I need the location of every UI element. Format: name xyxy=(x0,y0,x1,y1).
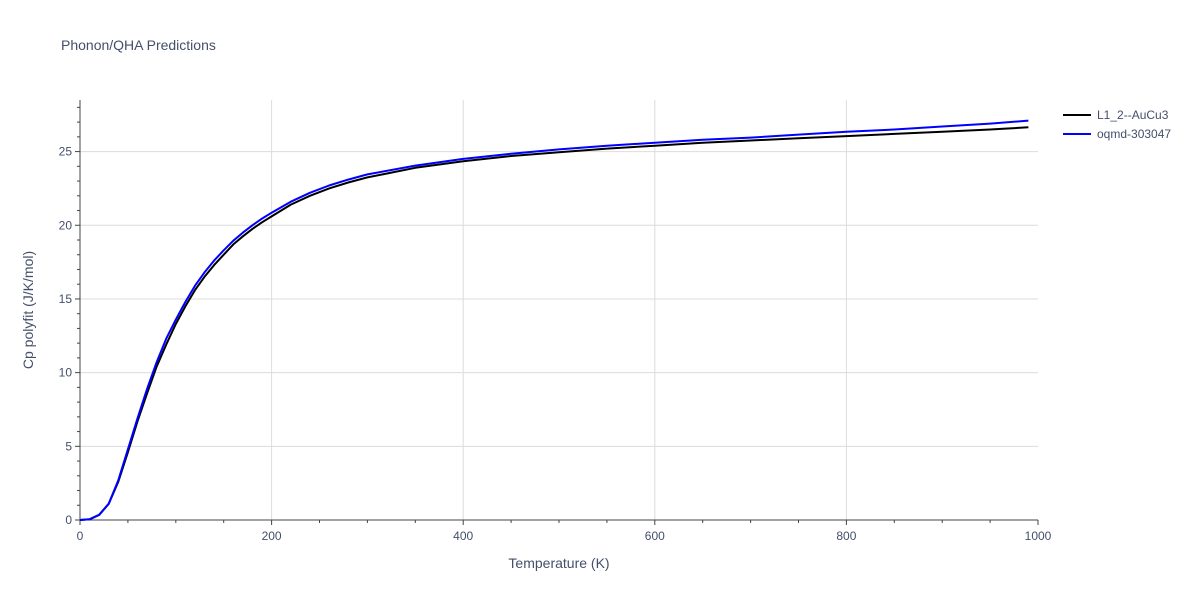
y-tick-label: 20 xyxy=(59,218,73,232)
chart-title: Phonon/QHA Predictions xyxy=(61,37,216,53)
y-tick-label: 15 xyxy=(59,292,73,306)
y-tick-label: 10 xyxy=(59,366,73,380)
legend-label-2: oqmd-303047 xyxy=(1097,127,1171,141)
x-tick-label: 0 xyxy=(77,529,84,543)
x-tick-label: 600 xyxy=(645,529,665,543)
y-tick-label: 25 xyxy=(59,145,73,159)
legend-label-1: L1_2--AuCu3 xyxy=(1097,108,1169,122)
axes: 0 200 400 600 800 1000 0 5 10 15 20 25 xyxy=(59,100,1052,543)
x-axis-title: Temperature (K) xyxy=(508,555,609,571)
series-lines xyxy=(79,119,1029,521)
y-tick-label: 0 xyxy=(65,513,72,527)
x-tick-label: 200 xyxy=(262,529,282,543)
gridlines xyxy=(80,100,1038,520)
y-tick-label: 5 xyxy=(65,439,72,453)
legend: L1_2--AuCu3 oqmd-303047 xyxy=(1063,108,1171,141)
y-axis-title: Cp polyfit (J/K/mol) xyxy=(20,251,36,369)
x-tick-label: 1000 xyxy=(1025,529,1052,543)
series-line-2 xyxy=(79,119,1029,521)
x-tick-label: 400 xyxy=(453,529,473,543)
x-tick-label: 800 xyxy=(836,529,856,543)
series-line-1 xyxy=(79,126,1029,521)
